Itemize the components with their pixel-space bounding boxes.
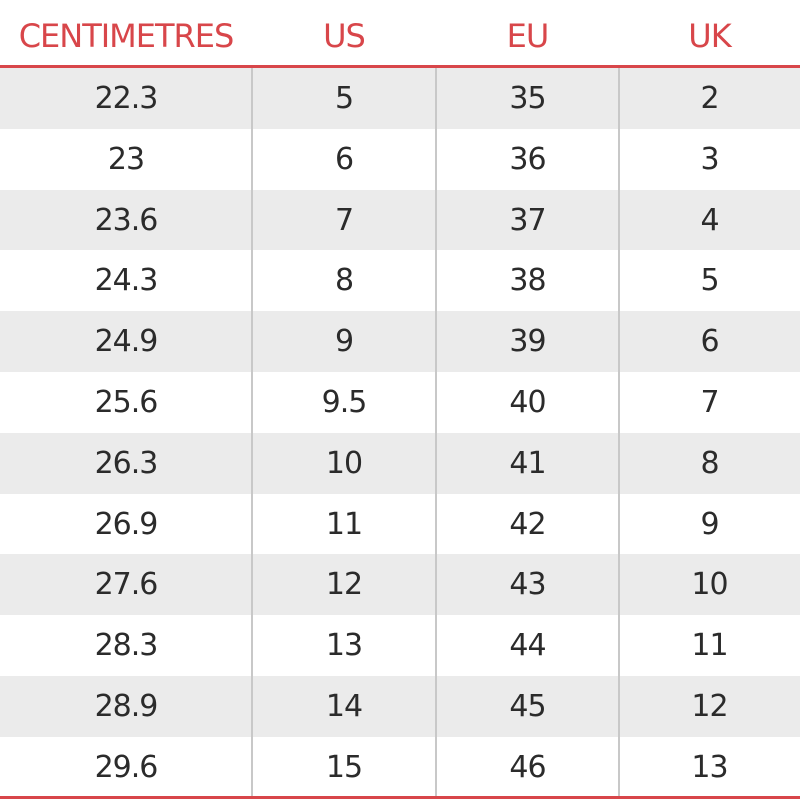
table-cell: 9 [700,506,719,542]
table-cell: 25.6 [94,385,159,420]
table-row: 29.6 15 46 13 [0,737,800,798]
table-cell: 4 [700,202,719,238]
table-cell: 10 [325,445,363,481]
table-cell: 12 [691,689,728,724]
table-cell: 42 [509,506,546,542]
table-cell: 7 [334,202,354,238]
table-row: 25.6 9.5 40 7 [0,372,800,433]
table-cell: 26.9 [94,506,159,542]
table-row: 23 6 36 3 [0,129,800,190]
table-row: 22.3 5 35 2 [0,68,800,129]
header-cell: CENTIMETRES [18,17,235,55]
table-cell: 43 [509,567,546,603]
table-cell: 5 [700,263,719,299]
table-cell: 29.6 [94,749,159,785]
table-cell: 28.9 [94,689,159,724]
column-divider [435,68,437,796]
column-divider [251,68,253,796]
table-cell: 40 [509,385,546,420]
bottom-rule [0,796,800,799]
table-cell: 6 [334,141,354,177]
table-cell: 23.6 [94,202,159,238]
table-cell: 8 [334,263,354,299]
table-row: 28.3 13 44 11 [0,615,800,676]
table-cell: 39 [509,324,546,360]
table-cell: 11 [325,506,363,542]
table-cell: 41 [509,445,546,481]
table-row: 26.3 10 41 8 [0,432,800,494]
table-cell: 3 [700,141,719,177]
table-cell: 5 [334,81,354,116]
table-cell: 28.3 [94,628,159,664]
table-cell: 26.3 [94,445,159,481]
table-cell: 45 [509,689,546,724]
column-divider [618,68,620,796]
table-cell: 36 [509,141,546,177]
table-cell: 13 [325,628,363,664]
table-cell: 15 [325,749,363,785]
table-cell: 13 [691,749,728,785]
table-cell: 12 [325,567,363,603]
table-cell: 24.3 [94,263,159,299]
table-cell: 35 [509,81,546,116]
table-row: 27.6 12 43 10 [0,554,800,616]
header-cell: EU [506,17,550,55]
table-row: 24.3 8 38 5 [0,250,800,311]
table-cell: 24.9 [94,324,159,360]
table-cell: 6 [700,324,719,360]
table-row: 24.9 9 39 6 [0,311,800,372]
table-row: 28.9 14 45 12 [0,676,800,737]
table-cell: 44 [509,628,546,664]
table-cell: 8 [700,445,719,481]
table-cell: 2 [700,81,719,116]
table-cell: 9.5 [321,385,368,420]
table-cell: 14 [325,689,363,724]
header-row: CENTIMETRES US EU UK [0,0,800,68]
table-cell: 27.6 [94,567,159,603]
table-cell: 22.3 [94,81,159,116]
table-cell: 11 [691,628,728,664]
table-cell: 23 [107,141,145,177]
table-row: 23.6 7 37 4 [0,189,800,251]
table-cell: 7 [700,385,719,420]
header-cell: US [323,17,366,55]
header-cell: UK [688,17,731,55]
table-cell: 10 [691,567,728,603]
table-row: 26.9 11 42 9 [0,494,800,555]
table-cell: 37 [509,202,546,238]
table-cell: 38 [509,263,546,299]
table-cell: 9 [334,324,354,360]
table-cell: 46 [509,749,546,785]
